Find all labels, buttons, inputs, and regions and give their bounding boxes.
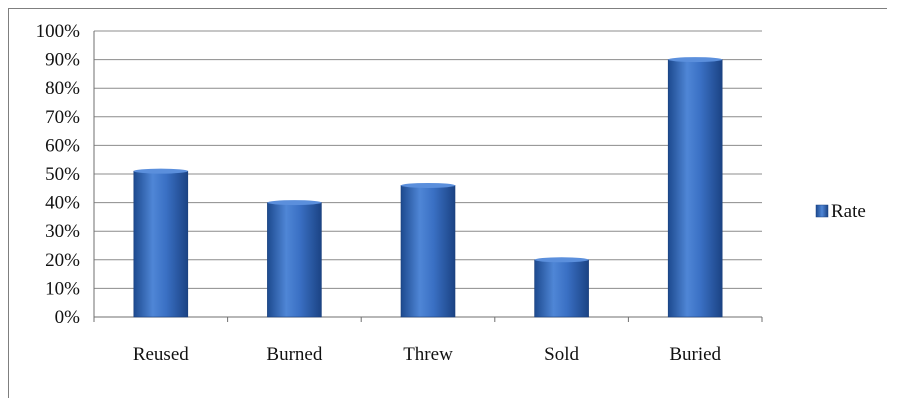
legend: Rate	[815, 201, 866, 222]
x-category-label: Burned	[266, 344, 322, 365]
legend-label-rate: Rate	[831, 201, 866, 222]
legend-swatch	[815, 204, 829, 218]
y-tick-label: 80%	[45, 78, 80, 99]
y-axis-tick-labels: 0% 10% 20% 30% 40% 50% 60% 70% 80% 90% 100%	[36, 21, 81, 328]
bar-threw	[400, 185, 456, 318]
bar-top-cap	[668, 57, 723, 63]
y-tick-label: 30%	[45, 221, 80, 242]
x-category-label: Sold	[544, 344, 579, 365]
bar-top-cap	[401, 182, 455, 188]
y-tick-label: 70%	[45, 107, 80, 128]
x-category-label: Reused	[133, 344, 189, 365]
y-tick-label: 100%	[36, 21, 81, 42]
bar-top-cap	[133, 168, 188, 174]
y-tick-label: 20%	[45, 250, 80, 271]
bar-reused	[133, 170, 189, 318]
bar-top-cap	[267, 200, 322, 206]
y-tick-label: 10%	[45, 278, 80, 299]
y-tick-label: 40%	[45, 193, 80, 214]
x-category-label: Buried	[669, 344, 721, 365]
y-tick-label: 50%	[45, 164, 80, 185]
x-axis-category-labels: Reused Burned Threw Sold Buried	[133, 344, 722, 365]
bars	[133, 57, 723, 318]
bar-sold	[534, 259, 589, 318]
bar-burned	[267, 202, 322, 318]
bar-top-cap	[534, 257, 589, 263]
y-tick-label: 90%	[45, 50, 80, 71]
y-tick-label: 60%	[45, 135, 80, 156]
bar-buried	[667, 59, 723, 318]
y-tick-label: 0%	[55, 307, 81, 328]
x-category-label: Threw	[403, 344, 453, 365]
